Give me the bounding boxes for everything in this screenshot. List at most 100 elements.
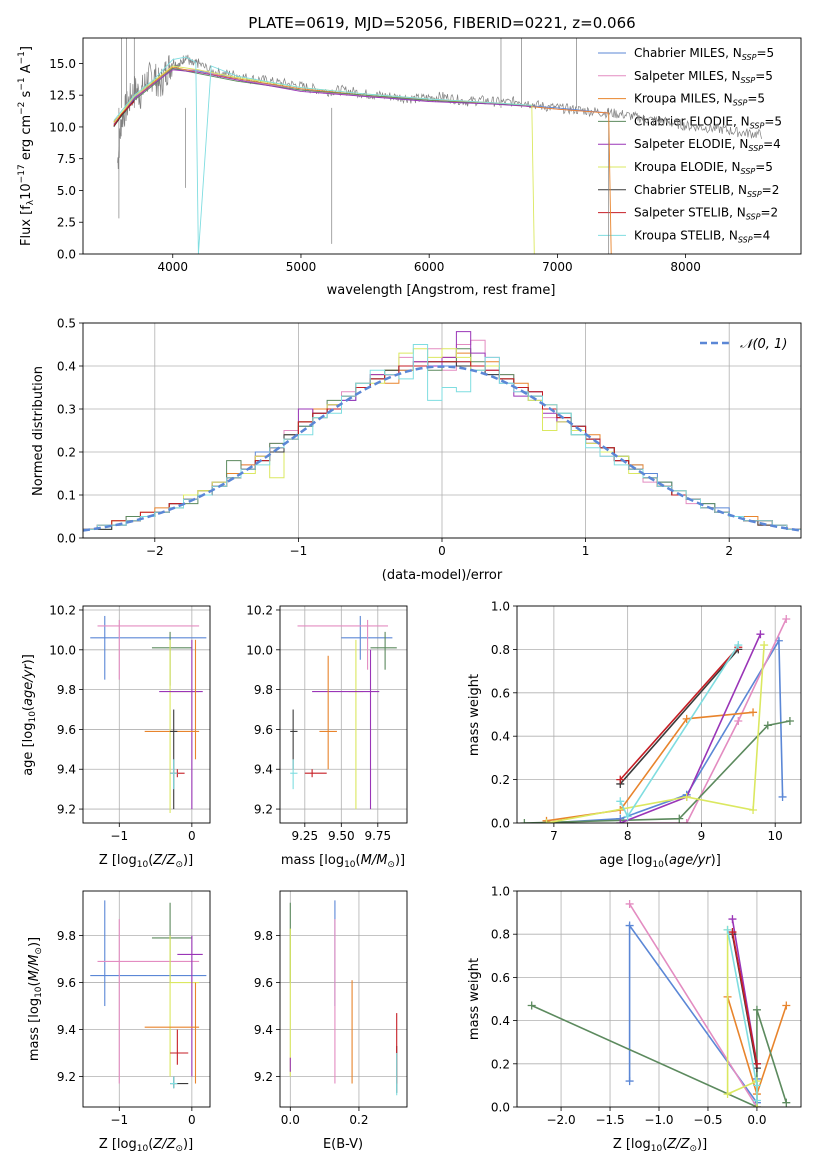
plus-marker <box>785 717 794 726</box>
y-tick-label: 0.4 <box>57 360 76 374</box>
x-tick-label: 8000 <box>670 260 701 274</box>
plus-marker <box>778 792 787 801</box>
y-tick-label: 10.0 <box>49 120 76 134</box>
age-vs-mass-xlabel: mass [log10(M/M⊙)] <box>281 853 405 870</box>
y-tick-label: 0.5 <box>57 317 76 331</box>
axes-frame <box>279 605 408 824</box>
x-tick-label: 0 <box>188 1113 196 1127</box>
legend-label-0: Chabrier MILES, NSSP=5 <box>634 46 774 62</box>
spectrum-xlabel: wavelength [Angstrom, rest frame] <box>327 283 556 298</box>
legend-value: =2 <box>762 183 780 197</box>
x-tick-label: 8 <box>624 829 632 843</box>
residuals-xlabel: (data-model)/error <box>382 568 503 583</box>
x-tick-label: 0 <box>438 544 446 558</box>
model-series-2 <box>113 66 612 254</box>
y-tick-label: 1.0 <box>491 600 510 614</box>
plus-marker <box>625 899 634 908</box>
legend-value: =4 <box>763 137 781 151</box>
x-tick-label: 10 <box>768 829 783 843</box>
plus-marker <box>623 812 632 821</box>
y-tick-label: 10.2 <box>246 603 273 617</box>
y-tick-label: 0.2 <box>491 773 510 787</box>
y-tick-label: 0.8 <box>491 643 510 657</box>
age-vs-metallicity-ylabel: age [log10(age/yr)] <box>21 654 38 776</box>
plus-marker <box>752 1059 761 1068</box>
y-tick-label: 9.6 <box>254 976 273 990</box>
x-tick-label: 0.0 <box>747 1113 766 1127</box>
plot-area <box>527 899 791 1107</box>
legend-value: =5 <box>755 160 773 174</box>
y-tick-label: 10.0 <box>49 643 76 657</box>
x-tick-label: −0.5 <box>693 1113 722 1127</box>
weight-vs-age-xlabel: age [log10(age/yr)] <box>599 853 721 870</box>
y-tick-label: 15.0 <box>49 57 76 71</box>
residuals-ylabel: Normed distribution <box>31 366 46 496</box>
plus-marker <box>752 1096 761 1105</box>
y-tick-label: 5.0 <box>57 184 76 198</box>
axes-frame <box>82 37 802 255</box>
plus-marker <box>734 641 743 650</box>
y-tick-label: 9.2 <box>57 1070 76 1084</box>
plus-marker <box>728 915 737 924</box>
legend-label-7: Salpeter STELIB, NSSP=2 <box>634 206 778 222</box>
y-tick-label: 1.0 <box>491 885 510 899</box>
x-tick-label: 9 <box>698 829 706 843</box>
mass-vs-metallicity-panel: Z [log10(Z/Z⊙)] mass [log10(M/M⊙)] −1 0 9.… <box>27 890 211 1154</box>
legend-label-1: Salpeter MILES, NSSP=5 <box>634 69 773 85</box>
plot-area <box>289 900 398 1096</box>
y-tick-label: 9.4 <box>57 763 76 777</box>
y-tick-label: 10.0 <box>246 643 273 657</box>
plus-marker <box>682 819 691 823</box>
age-vs-metallicity-panel: Z [log10(Z/Z⊙)] age [log10(age/yr)] −1 0 9… <box>21 603 211 870</box>
plus-marker <box>625 921 634 930</box>
plus-marker <box>752 1081 761 1090</box>
legend-value: =4 <box>753 228 771 242</box>
x-tick-label: −1.5 <box>595 1113 624 1127</box>
spectrum-panel: PLATE=0619, MJD=52056, FIBERID=0221, z=0… <box>17 14 802 298</box>
plus-marker <box>723 1090 732 1099</box>
plus-marker <box>527 1001 536 1010</box>
y-tick-label: 9.8 <box>57 683 76 697</box>
model-series-7 <box>113 101 135 126</box>
y-tick-label: 0.0 <box>57 532 76 546</box>
x-tick-label: −1.0 <box>644 1113 673 1127</box>
x-tick-label: −1 <box>110 829 128 843</box>
y-tick-label: 9.2 <box>254 1070 273 1084</box>
legend-subscript: SSP <box>741 76 756 85</box>
mass-vs-metallicity-xlabel: Z [log10(Z/Z⊙)] <box>99 1137 193 1154</box>
model-series-8 <box>113 56 532 254</box>
y-tick-label: 9.8 <box>254 929 273 943</box>
grid <box>280 606 407 823</box>
y-tick-label: 9.8 <box>57 929 76 943</box>
weight-series-6 <box>619 648 739 785</box>
plot-area <box>90 615 207 814</box>
legend-subscript: SSP <box>748 144 763 153</box>
x-tick-label: 6000 <box>414 260 445 274</box>
x-tick-label: 9.25 <box>291 829 318 843</box>
age-vs-mass-panel: mass [log10(M/M⊙)] 9.25 9.50 9.75 9.2 9.4 9.6… <box>246 603 408 870</box>
x-tick-label: 0.2 <box>349 1113 368 1127</box>
residuals-panel: (data-model)/error Normed distribution 𝒩… <box>31 317 802 583</box>
legend-subscript: SSP <box>746 213 761 222</box>
plot-area <box>90 900 207 1089</box>
x-tick-label: −1 <box>110 1113 128 1127</box>
x-tick-label: 5000 <box>286 260 317 274</box>
spectrum-ylabel: Flux [fλ10−17 erg cm−2 s−1 A−1] <box>17 46 36 246</box>
y-tick-label: 0.1 <box>57 489 76 503</box>
plot-area <box>290 615 397 810</box>
plus-marker <box>616 797 625 806</box>
axes-frame <box>82 605 211 824</box>
plus-marker <box>728 928 737 937</box>
plus-marker <box>734 717 743 726</box>
weight-vs-metallicity-panel: Z [log10(Z/Z⊙)] mass weight −2.0 −1.5 −1.0… <box>467 885 802 1154</box>
y-tick-label: 9.4 <box>254 1023 273 1037</box>
mass-vs-metallicity-ylabel: mass [log10(M/M⊙)] <box>27 937 44 1061</box>
plot-area <box>520 615 794 823</box>
plus-marker <box>782 1098 791 1107</box>
legend-subscript: SSP <box>747 190 762 199</box>
legend-normal-label: 𝒩(0, 1) <box>740 337 787 352</box>
x-tick-label: −2 <box>146 544 164 558</box>
weight-series-1 <box>628 903 758 1107</box>
legend-label-5: Kroupa ELODIE, NSSP=5 <box>634 160 773 176</box>
